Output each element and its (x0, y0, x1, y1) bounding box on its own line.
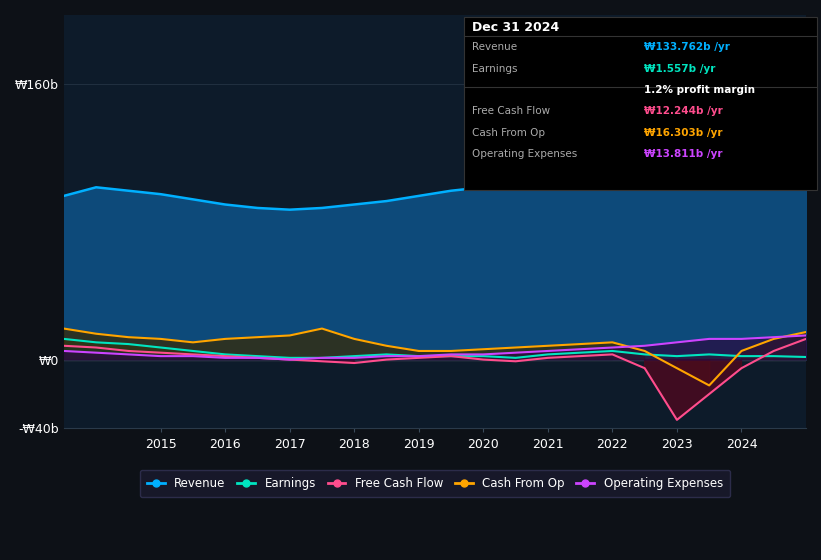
Text: ₩13.811b /yr: ₩13.811b /yr (644, 149, 723, 159)
Text: Cash From Op: Cash From Op (472, 128, 545, 138)
Legend: Revenue, Earnings, Free Cash Flow, Cash From Op, Operating Expenses: Revenue, Earnings, Free Cash Flow, Cash … (140, 470, 730, 497)
Text: Dec 31 2024: Dec 31 2024 (472, 21, 559, 34)
Text: ₩1.557b /yr: ₩1.557b /yr (644, 64, 716, 74)
Text: ₩12.244b /yr: ₩12.244b /yr (644, 106, 723, 116)
Text: 1.2% profit margin: 1.2% profit margin (644, 85, 755, 95)
Text: ₩16.303b /yr: ₩16.303b /yr (644, 128, 723, 138)
Text: Earnings: Earnings (472, 64, 517, 74)
Text: Operating Expenses: Operating Expenses (472, 149, 577, 159)
Text: Free Cash Flow: Free Cash Flow (472, 106, 550, 116)
Text: ₩133.762b /yr: ₩133.762b /yr (644, 43, 731, 53)
Text: Revenue: Revenue (472, 43, 517, 53)
